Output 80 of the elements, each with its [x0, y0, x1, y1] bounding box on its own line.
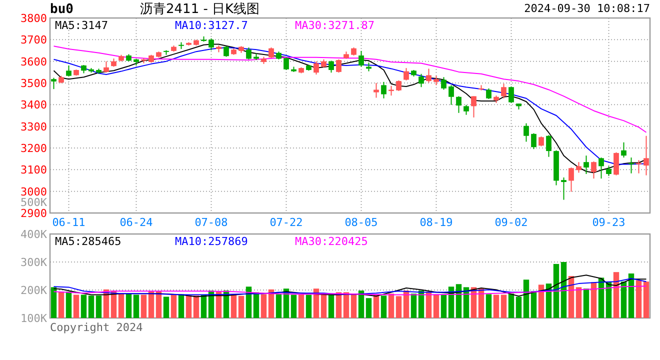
text: Copyright 2024: [50, 321, 144, 334]
candlestick: [456, 96, 462, 114]
line-series: [53, 46, 647, 133]
candlestick: [314, 60, 319, 76]
y-tick-label: 3100: [20, 164, 47, 177]
x-tick-label: 07-22: [270, 216, 303, 229]
candlestick: [448, 84, 454, 106]
y-tick-label: 3500: [20, 77, 47, 90]
x-tick-label: 07-08: [194, 216, 228, 229]
y-tick-label: 400K: [20, 228, 48, 241]
y-tick-label: 3400: [20, 98, 47, 112]
candlestick: [336, 58, 342, 74]
candlestick: [284, 56, 289, 70]
line-series: [53, 286, 647, 296]
y-tick-label: 3300: [20, 120, 47, 134]
candlestick: [636, 160, 642, 174]
candlestick: [584, 155, 589, 174]
chart-subtitle: bu0: [50, 2, 74, 17]
y-tick-label: 3600: [20, 55, 47, 68]
text: MA5:285465: [55, 235, 122, 248]
text: MA10:257869: [175, 235, 248, 248]
text: 500K: [20, 196, 48, 209]
candlestick: [606, 166, 612, 176]
candlestick: [531, 132, 536, 150]
x-tick-label: 08-05: [344, 216, 378, 229]
candlestick: [576, 162, 582, 174]
candlestick: [434, 75, 439, 86]
candlestick: [471, 96, 476, 118]
candlestick: [374, 82, 379, 98]
y-tick-label: 200K: [20, 284, 48, 297]
x-tick-label: 06-24: [120, 216, 154, 229]
candlestick: [501, 83, 506, 99]
y-tick-label: 300K: [20, 256, 48, 269]
y-tick-label: 100K: [20, 312, 48, 325]
y-tick-label: 2900: [20, 207, 47, 220]
candlestick: [591, 160, 596, 180]
candlestick: [224, 46, 229, 58]
candlestick: [441, 76, 446, 90]
line-series: [53, 278, 647, 296]
text: MA5:3147: [55, 19, 108, 32]
candlestick: [508, 86, 514, 104]
y-tick-label: 3800: [20, 12, 47, 25]
candlestick: [208, 38, 214, 51]
y-tick-label: 3000: [20, 185, 47, 198]
candlestick: [66, 64, 72, 77]
candlestick: [381, 81, 386, 99]
y-tick-label: 3700: [20, 34, 47, 47]
candlestick: [246, 46, 252, 60]
candlestick: [464, 104, 469, 116]
candlestick: [524, 122, 529, 142]
candlestick: [486, 88, 492, 100]
candlestick: [614, 152, 619, 176]
y-tick-label: 3200: [20, 142, 47, 155]
candlestick: [268, 46, 274, 59]
candlestick: [418, 73, 424, 88]
series-label: MA10:3127.7: [175, 19, 248, 32]
candlestick: [538, 136, 544, 147]
x-tick-label: 09-23: [592, 216, 626, 229]
text: MA30:3271.87: [295, 19, 374, 32]
text: MA30:220425: [295, 235, 368, 248]
x-tick-label: 09-02: [494, 216, 528, 229]
candlestick: [396, 80, 402, 92]
candlestick: [104, 60, 109, 74]
x-tick-label: 08-19: [420, 216, 453, 229]
candlestick: [51, 77, 56, 90]
candlestick: [568, 167, 574, 192]
candlestick: [426, 68, 432, 84]
candlestick: [628, 157, 634, 174]
chart-title: 沥青2411 - 日K线图: [140, 2, 260, 17]
candlestick: [598, 157, 604, 180]
candlestick: [561, 176, 566, 200]
x-tick-label: 06-11: [52, 216, 86, 229]
candlestick: [546, 134, 552, 158]
candlestick: [644, 135, 649, 176]
candlestick: [358, 50, 364, 68]
text: 2024-09-30 10:08:17: [524, 2, 650, 15]
candlestick: [621, 142, 626, 158]
candlestick: [328, 60, 334, 74]
candlestick: [388, 85, 394, 96]
candlestick: [404, 68, 409, 81]
